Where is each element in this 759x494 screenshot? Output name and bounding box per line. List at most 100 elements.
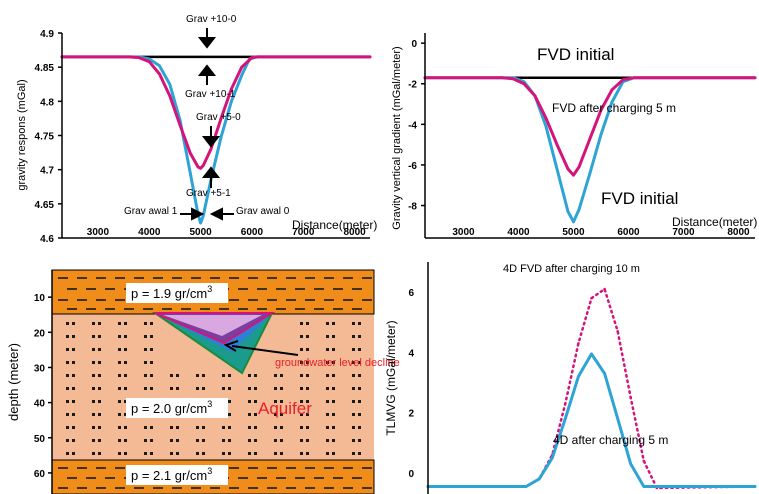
layer-texture-dot bbox=[306, 374, 309, 377]
density-box-top bbox=[126, 283, 228, 303]
layer-texture-dot bbox=[92, 374, 95, 377]
layer-texture-dot bbox=[274, 452, 277, 455]
layer-texture-dot bbox=[332, 387, 335, 390]
layer-texture-dot bbox=[124, 322, 127, 325]
tr-y-tick-label: -6 bbox=[408, 161, 417, 172]
layer-texture-dot bbox=[306, 387, 309, 390]
layer-texture-dot bbox=[300, 374, 303, 377]
tl-annotation-grav-5-1: Grav +5-1 bbox=[186, 188, 231, 199]
layer-texture-dot bbox=[254, 426, 257, 429]
layer-texture-dot bbox=[352, 374, 355, 377]
tl-point-grav-5 bbox=[158, 72, 161, 76]
layer-texture-dot bbox=[274, 374, 277, 377]
layer-texture-dot bbox=[352, 452, 355, 455]
layer-texture-dot bbox=[300, 348, 303, 351]
tr-x-tick-label: 4000 bbox=[507, 227, 530, 238]
layer-texture-dot bbox=[300, 413, 303, 416]
layer-texture-dot bbox=[72, 452, 75, 455]
layer-texture-dot bbox=[228, 439, 231, 442]
layer-texture-dot bbox=[202, 426, 205, 429]
tr-point-fvd-after-5m bbox=[544, 116, 548, 120]
layer-texture-dot bbox=[280, 452, 283, 455]
layer-texture-dot bbox=[124, 400, 127, 403]
tl-y-tick-label: 4.6 bbox=[40, 234, 54, 245]
layer-texture-dot bbox=[274, 426, 277, 429]
layer-texture-dot bbox=[280, 374, 283, 377]
layer-texture-dot bbox=[358, 348, 361, 351]
tl-arrow-up-icon bbox=[201, 166, 221, 188]
tl-x-tick-label: 8000 bbox=[343, 227, 366, 238]
tr-y-tick-label: -8 bbox=[408, 202, 417, 213]
layer-texture-dot bbox=[274, 439, 277, 442]
layer-texture-dot bbox=[98, 361, 101, 364]
layer-texture-dot bbox=[332, 361, 335, 364]
tl-annotation-grav-5-0: Grav +5-0 bbox=[196, 112, 241, 123]
layer-texture-dot bbox=[358, 361, 361, 364]
layer-texture-dot bbox=[300, 439, 303, 442]
tl-arrow-down-icon bbox=[197, 28, 217, 49]
layer-texture-dot bbox=[202, 439, 205, 442]
tr-point-fvd-after-5m bbox=[632, 76, 636, 79]
layer-texture-dot bbox=[176, 374, 179, 377]
layer-texture-dot bbox=[254, 387, 257, 390]
layer-texture-dot bbox=[306, 426, 309, 429]
br-point-after-5m bbox=[655, 485, 659, 488]
layer-texture-dot bbox=[66, 426, 69, 429]
layer-texture-dot bbox=[118, 361, 121, 364]
br-point-after-10m bbox=[590, 296, 593, 300]
tr-point-fvd-initial bbox=[610, 100, 614, 104]
layer-texture-dot bbox=[170, 426, 173, 429]
tl-x-axis-label: Distance(meter) bbox=[292, 218, 377, 232]
layer-texture-dot bbox=[248, 426, 251, 429]
layer-texture-dot bbox=[306, 413, 309, 416]
decline-arrow-icon bbox=[223, 340, 299, 356]
tr-y-tick-label: -4 bbox=[408, 120, 417, 131]
layer-texture-dot bbox=[352, 348, 355, 351]
tr-point-fvd-initial bbox=[544, 125, 548, 128]
tr-point-fvd-after-5m bbox=[577, 165, 581, 169]
layer-texture-dot bbox=[118, 322, 121, 325]
layer-texture-dot bbox=[332, 322, 335, 325]
tl-point-grav-5 bbox=[230, 87, 233, 91]
tl-point-grav-5 bbox=[368, 55, 372, 59]
tr-annotation-fvd-after-line: FVD after charging 5 m bbox=[552, 101, 676, 115]
tl-arrow-left-icon bbox=[209, 207, 234, 221]
tl-point-grav-awal bbox=[148, 57, 151, 61]
layer-texture-dot bbox=[176, 426, 179, 429]
tr-annotation-fvd-initial-bottom: FVD initial bbox=[601, 189, 678, 208]
layer-texture-dot bbox=[326, 374, 329, 377]
layer-texture-dot bbox=[92, 322, 95, 325]
tl-x-tick-label: 3000 bbox=[87, 227, 110, 238]
layer-texture-dot bbox=[202, 374, 205, 377]
br-point-after-5m bbox=[577, 375, 580, 378]
layer-texture-dot bbox=[66, 400, 69, 403]
layer-texture-dot bbox=[254, 413, 257, 416]
tr-y-axis-label: Gravity vertical gradient (mGal/meter) bbox=[391, 46, 403, 229]
tl-point-grav-5 bbox=[219, 117, 223, 120]
layer-texture-dot bbox=[222, 452, 225, 455]
layer-texture-dot bbox=[202, 452, 205, 455]
panel-bottom-left: groundwater level decline Aquifer p = 1.… bbox=[6, 269, 400, 494]
decline-label: groundwater level decline bbox=[275, 357, 400, 369]
layer-texture-dot bbox=[118, 413, 121, 416]
tl-annotation-grav-awal-0: Grav awal 0 bbox=[236, 206, 290, 217]
br-title: 4D FVD after charging 10 m bbox=[503, 263, 640, 275]
tr-annotation-fvd-initial-top: FVD initial bbox=[537, 45, 614, 64]
layer-texture-dot bbox=[150, 426, 153, 429]
tr-series-fvd-initial bbox=[423, 76, 757, 224]
layer-texture-dot bbox=[222, 374, 225, 377]
br-point-after-5m bbox=[603, 372, 606, 375]
tr-point-fvd-after-5m bbox=[621, 78, 625, 81]
layer-texture-dot bbox=[196, 387, 199, 390]
layer-texture-dot bbox=[196, 439, 199, 442]
tl-y-tick-label: 4.85 bbox=[35, 63, 55, 74]
layer-texture-dot bbox=[66, 439, 69, 442]
layer-texture-dot bbox=[352, 413, 355, 416]
layer-texture-dot bbox=[280, 387, 283, 390]
panel-top-right: 0 -2 -4 -6 -8 3000 4000 5000 6000 7000 8000 Gravi… bbox=[391, 33, 757, 239]
layer-texture-dot bbox=[118, 400, 121, 403]
layer-texture-dot bbox=[150, 452, 153, 455]
tr-x-tick-label: 6000 bbox=[617, 227, 640, 238]
layer-texture-dot bbox=[274, 387, 277, 390]
